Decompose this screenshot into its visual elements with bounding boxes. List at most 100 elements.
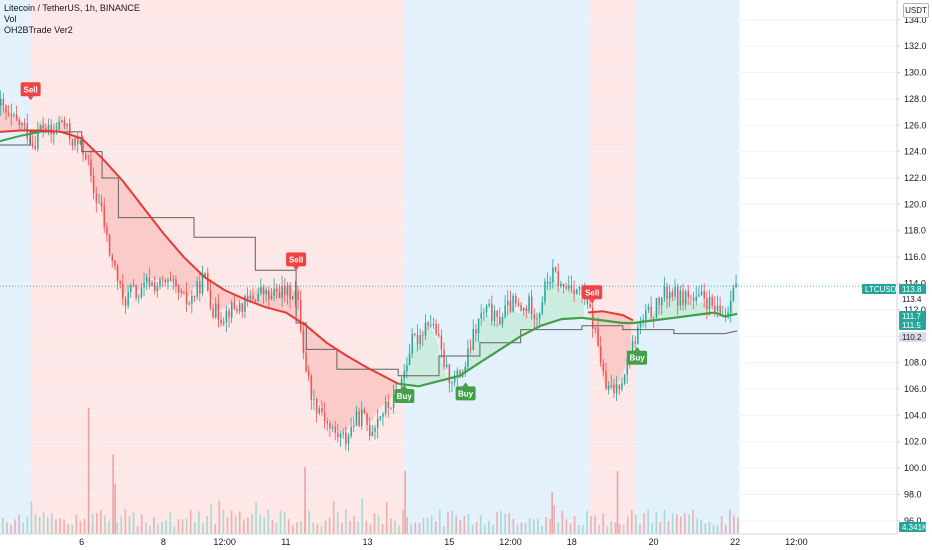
candle-body <box>106 227 108 235</box>
candle-body <box>400 378 403 395</box>
candle-body <box>111 255 113 261</box>
candle-body <box>639 322 642 328</box>
candle-body <box>668 291 671 299</box>
volume-bar <box>144 522 147 534</box>
signal-buy[interactable]: Buy <box>455 382 476 401</box>
candle-body <box>103 206 106 228</box>
price-tick-label: 114.0 <box>904 278 926 288</box>
candle-body <box>257 293 260 301</box>
signal-zone-red <box>30 0 405 534</box>
volume-bar <box>243 519 245 534</box>
signal-buy[interactable]: Buy <box>627 346 648 365</box>
volume-bar <box>238 511 241 534</box>
price-tick-label: 124.0 <box>904 147 927 157</box>
volume-bar <box>549 518 551 534</box>
price-tick-label: 100.0 <box>904 463 927 473</box>
candle-body <box>461 373 464 378</box>
volume-bar <box>675 514 678 534</box>
candle-body <box>233 302 236 309</box>
price-tick-label: 112.0 <box>904 305 926 315</box>
volume-bar <box>390 518 392 534</box>
volume-bar <box>161 521 163 534</box>
strategy-indicator-label[interactable]: OH2BTrade Ver2 <box>4 25 73 35</box>
currency-button[interactable]: USDT <box>903 3 929 18</box>
candle-body <box>172 279 175 281</box>
volume-bar <box>316 524 319 534</box>
volume-bar <box>528 518 531 534</box>
signal-buy[interactable]: Buy <box>394 384 415 403</box>
candle-body <box>74 137 76 146</box>
volume-bar <box>361 498 364 534</box>
volume-bar <box>667 520 670 534</box>
volume-bar <box>202 523 204 534</box>
volume-bar <box>198 511 200 534</box>
candle-body <box>682 290 684 305</box>
volume-bar <box>492 524 494 534</box>
volume-bar <box>91 513 94 534</box>
volume-bar <box>75 514 78 534</box>
volume-bar <box>430 515 433 534</box>
volume-bar-spike <box>114 483 116 534</box>
volume-bar <box>22 522 25 534</box>
signal-sell[interactable]: Sell <box>582 285 603 304</box>
candle-body <box>674 286 676 297</box>
volume-bar <box>467 514 470 534</box>
candle-body <box>708 297 711 310</box>
signal-pointer <box>462 382 469 387</box>
candle-body <box>331 427 334 429</box>
price-tick-label: 118.0 <box>904 226 926 236</box>
volume-bar <box>324 520 327 534</box>
volume-bar <box>169 512 172 534</box>
volume-bar <box>287 519 290 534</box>
volume-bar <box>95 513 98 534</box>
volume-bar <box>643 513 645 534</box>
candle-body <box>63 120 66 127</box>
volume-bar <box>124 509 127 534</box>
signal-box <box>455 386 476 401</box>
candle-body <box>366 413 368 425</box>
candle-body <box>621 383 623 390</box>
candle-body <box>615 384 618 394</box>
signal-sell[interactable]: Sell <box>286 252 307 271</box>
candle-body <box>435 323 437 334</box>
candle-body <box>597 327 599 346</box>
candle-body <box>618 384 621 390</box>
candle-body <box>15 114 18 120</box>
candle-body <box>706 298 708 310</box>
volume-bar <box>569 523 572 534</box>
volume-bar-spike <box>304 466 306 534</box>
bull-moving-average-start <box>0 130 41 143</box>
price-axis-panel <box>897 0 932 550</box>
candle-body <box>594 327 597 329</box>
candle-body <box>634 341 636 344</box>
candle-body <box>438 333 440 336</box>
candle-body <box>132 285 135 287</box>
volume-bar-spike <box>112 454 114 534</box>
volume-bar <box>680 516 682 534</box>
volume-bar <box>30 501 33 534</box>
price-tag-green: 111.7 <box>899 311 926 321</box>
candle-body <box>13 114 15 116</box>
candle-body <box>658 297 660 305</box>
candle-body <box>228 310 230 318</box>
candle-body <box>422 335 424 337</box>
volume-bar <box>83 518 86 534</box>
volume-bar <box>647 509 649 534</box>
signal-sell[interactable]: Sell <box>20 82 41 101</box>
signal-zone-red <box>590 0 636 534</box>
volume-bar <box>524 522 527 534</box>
candle-body <box>339 433 342 438</box>
volume-bar <box>42 512 45 534</box>
volume-bar <box>173 526 176 534</box>
volume-bar <box>447 511 449 534</box>
volume-indicator-label[interactable]: Vol <box>4 14 17 24</box>
time-tick-label: 22 <box>730 537 740 547</box>
candle-body <box>84 153 87 160</box>
candle-body <box>623 374 626 384</box>
volume-bar <box>606 526 609 534</box>
volume-bar <box>51 512 53 534</box>
volume-bar <box>128 516 131 534</box>
bull-cloud <box>400 276 584 386</box>
